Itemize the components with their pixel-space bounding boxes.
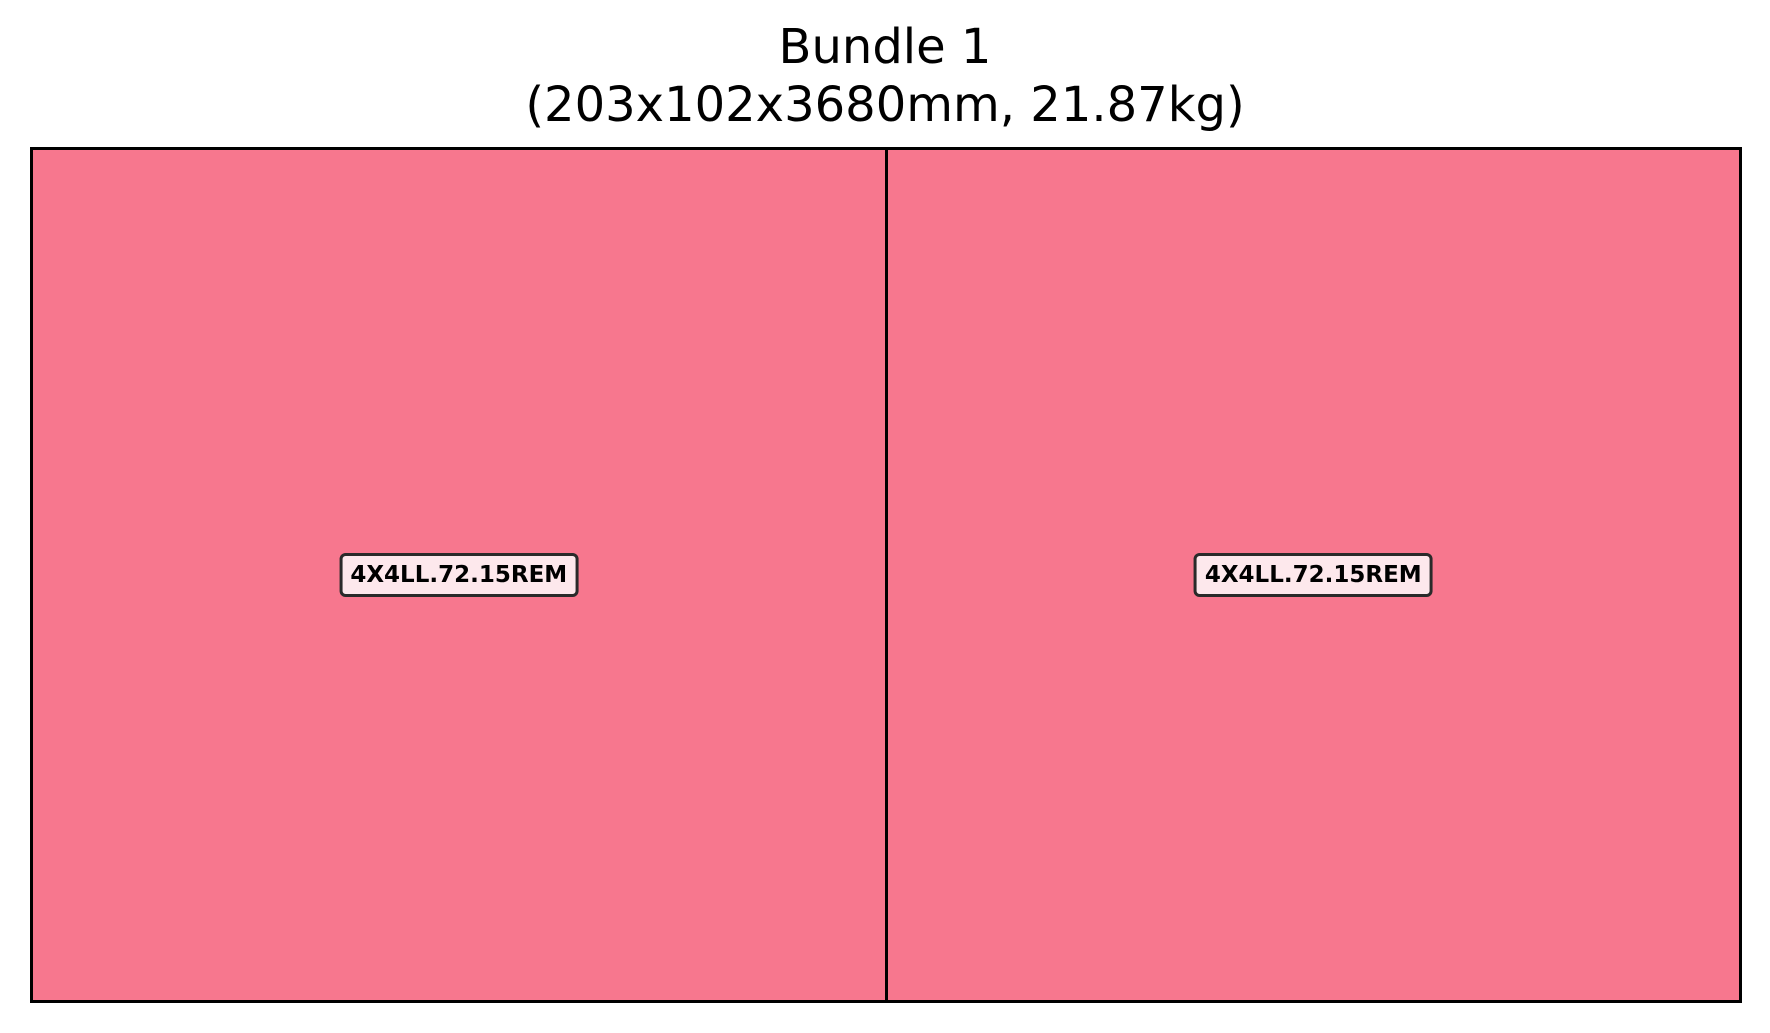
bundle-piece-2: 4X4LL.72.15REM: [884, 150, 1739, 1000]
bundle-piece-label: 4X4LL.72.15REM: [339, 553, 579, 597]
bundle-title: Bundle 1 (203x102x3680mm, 21.87kg): [0, 18, 1770, 134]
bundle-cross-section: 4X4LL.72.15REM 4X4LL.72.15REM: [30, 147, 1742, 1003]
bundle-piece-label: 4X4LL.72.15REM: [1193, 553, 1433, 597]
bundle-title-specs: (203x102x3680mm, 21.87kg): [525, 77, 1245, 133]
bundle-title-name: Bundle 1: [778, 19, 992, 75]
bundle-piece-1: 4X4LL.72.15REM: [33, 150, 885, 1000]
